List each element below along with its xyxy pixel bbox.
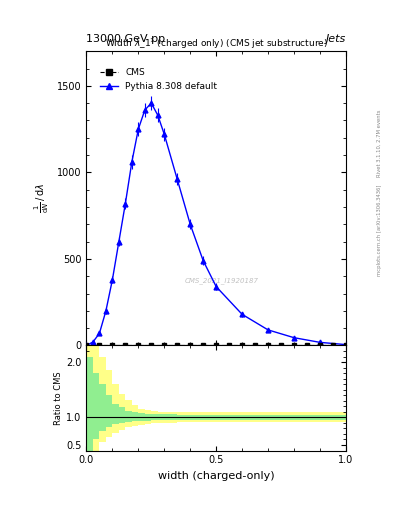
Text: Jets: Jets [325, 33, 346, 44]
Text: CMS_2021_I1920187: CMS_2021_I1920187 [184, 278, 258, 284]
Title: Width $\lambda\_1^1$ (charged only) (CMS jet substructure): Width $\lambda\_1^1$ (charged only) (CMS… [105, 37, 328, 51]
Y-axis label: $\frac{1}{\mathrm{d}N}\,/\,\mathrm{d}\lambda$: $\frac{1}{\mathrm{d}N}\,/\,\mathrm{d}\la… [33, 183, 51, 214]
Text: 13000 GeV pp: 13000 GeV pp [86, 33, 165, 44]
Text: Rivet 3.1.10, 2.7M events: Rivet 3.1.10, 2.7M events [377, 110, 382, 177]
Legend: CMS, Pythia 8.308 default: CMS, Pythia 8.308 default [96, 65, 220, 94]
Y-axis label: Ratio to CMS: Ratio to CMS [55, 371, 63, 425]
X-axis label: width (charged-only): width (charged-only) [158, 471, 274, 481]
Text: mcplots.cern.ch [arXiv:1306.3436]: mcplots.cern.ch [arXiv:1306.3436] [377, 185, 382, 276]
